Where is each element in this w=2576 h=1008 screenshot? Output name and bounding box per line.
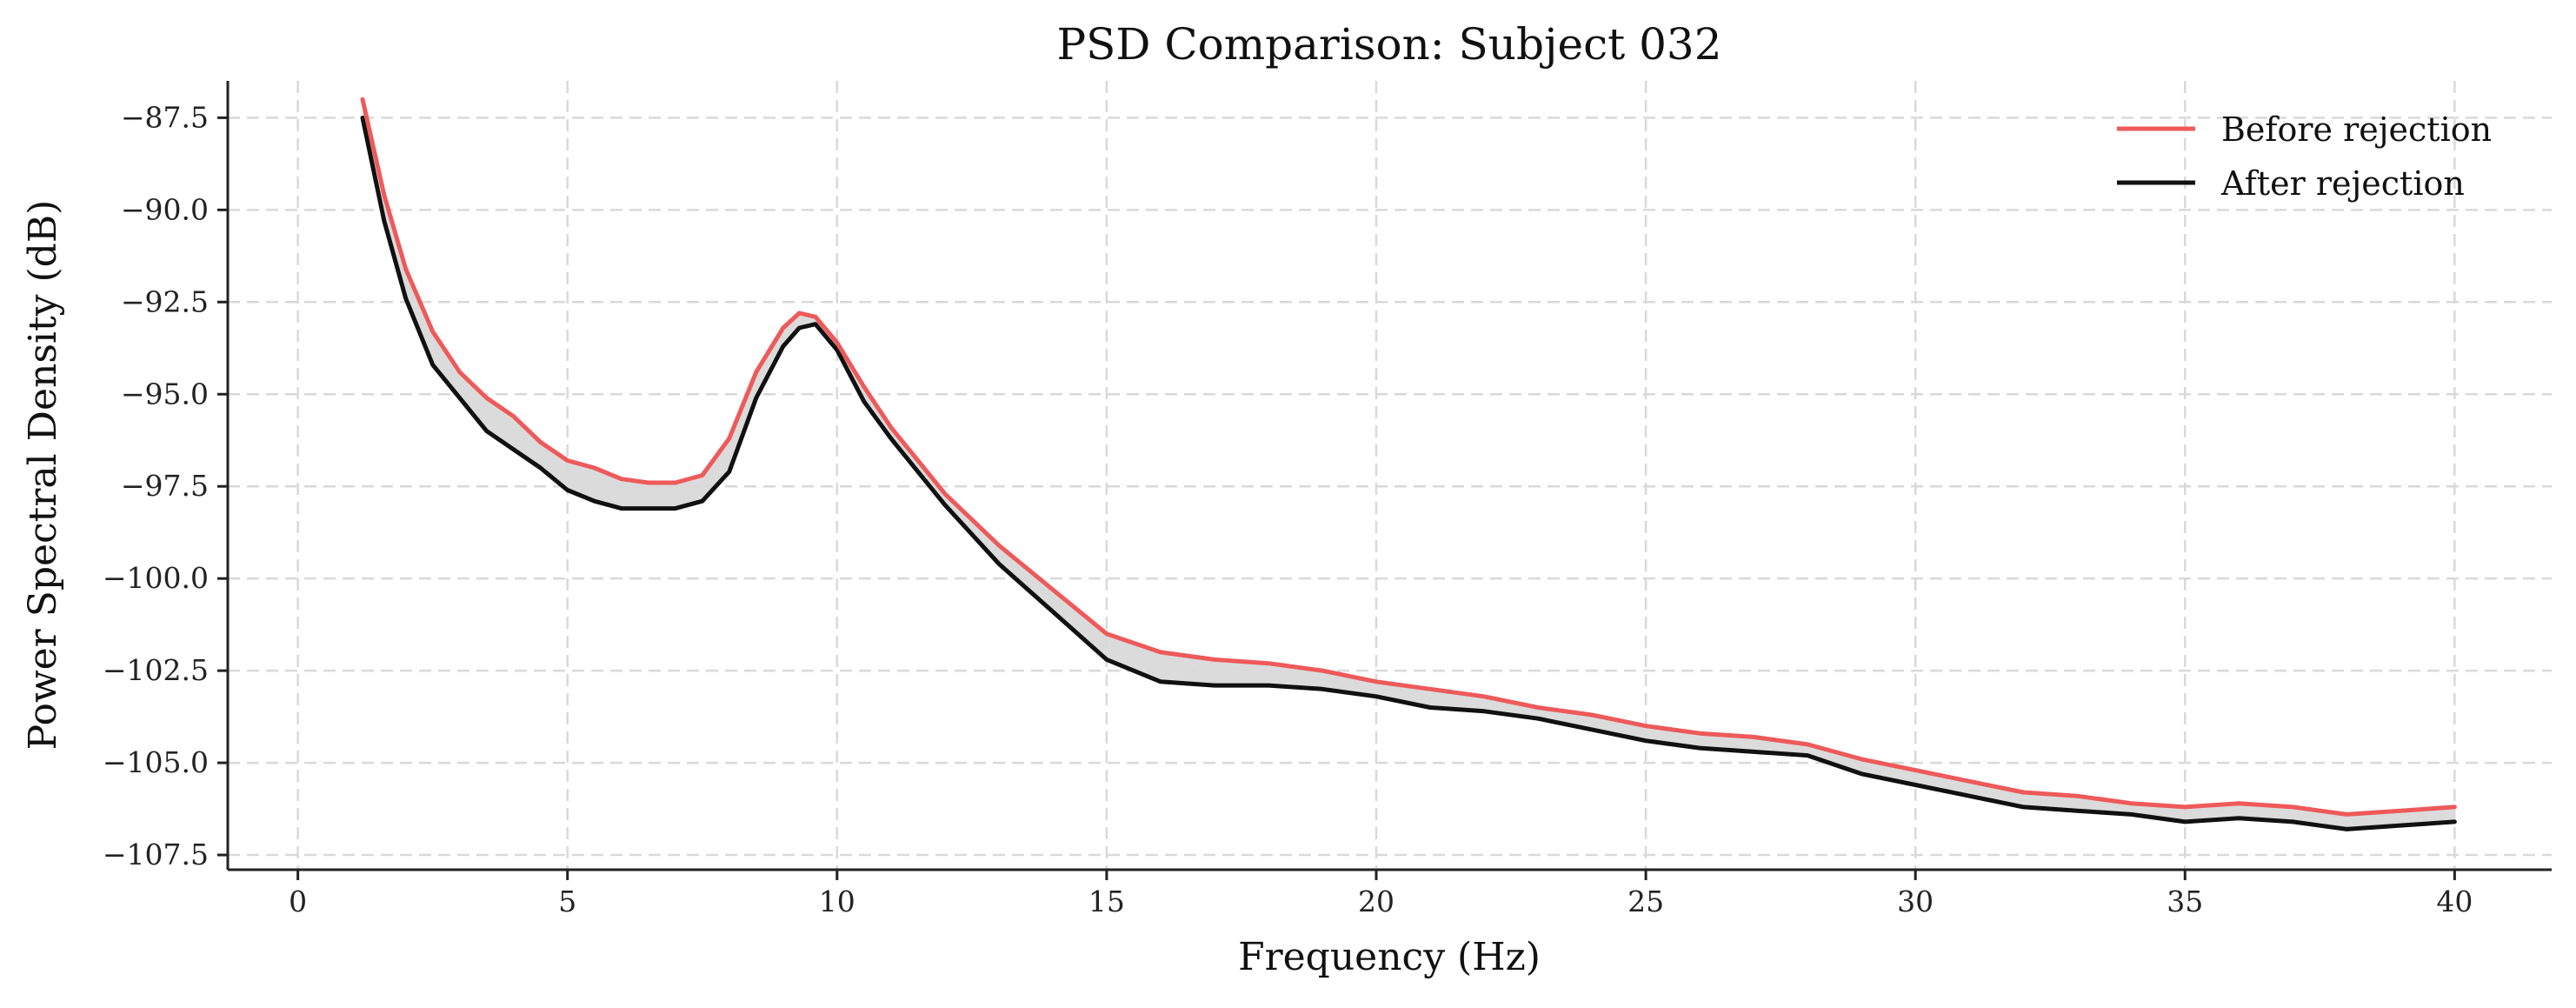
y-tick-label: −97.5 [121,469,209,503]
y-tick-label: −102.5 [103,653,209,687]
x-tick-label: 35 [2167,885,2203,918]
x-ticks: 0 5 10 15 20 25 30 35 40 [289,870,2473,918]
series-lines [360,97,2457,831]
x-tick-label: 10 [819,885,855,918]
legend-label-before-rejection: Before rejection [2221,110,2492,149]
x-tick-label: 25 [1627,885,1664,918]
legend-label-after-rejection: After rejection [2220,164,2465,203]
y-tick-label: −107.5 [103,838,209,871]
x-tick-label: 20 [1358,885,1395,918]
y-tick-label: −92.5 [121,284,209,318]
series-line-after-rejection [360,115,2457,831]
y-axis-label: Power Spectral Density (dB) [21,200,65,751]
chart-title: PSD Comparison: Subject 032 [1056,19,1721,70]
x-tick-label: 30 [1897,885,1934,918]
x-tick-label: 5 [558,885,576,918]
y-tick-label: −105.0 [103,745,209,779]
x-tick-label: 40 [2436,885,2473,918]
series-line-before-rejection [360,97,2457,817]
x-tick-label: 0 [289,885,307,918]
legend: Before rejection After rejection [2117,110,2492,203]
y-ticks: −87.5 −90.0 −92.5 −95.0 −97.5 −100.0 −102.5 −10… [103,100,228,871]
x-tick-label: 15 [1088,885,1125,918]
y-tick-label: −87.5 [121,100,209,134]
y-tick-label: −90.0 [121,192,209,226]
y-tick-label: −100.0 [103,561,209,595]
x-axis-label: Frequency (Hz) [1238,935,1541,979]
y-tick-label: −95.0 [121,377,209,411]
difference-fill [363,99,2455,830]
